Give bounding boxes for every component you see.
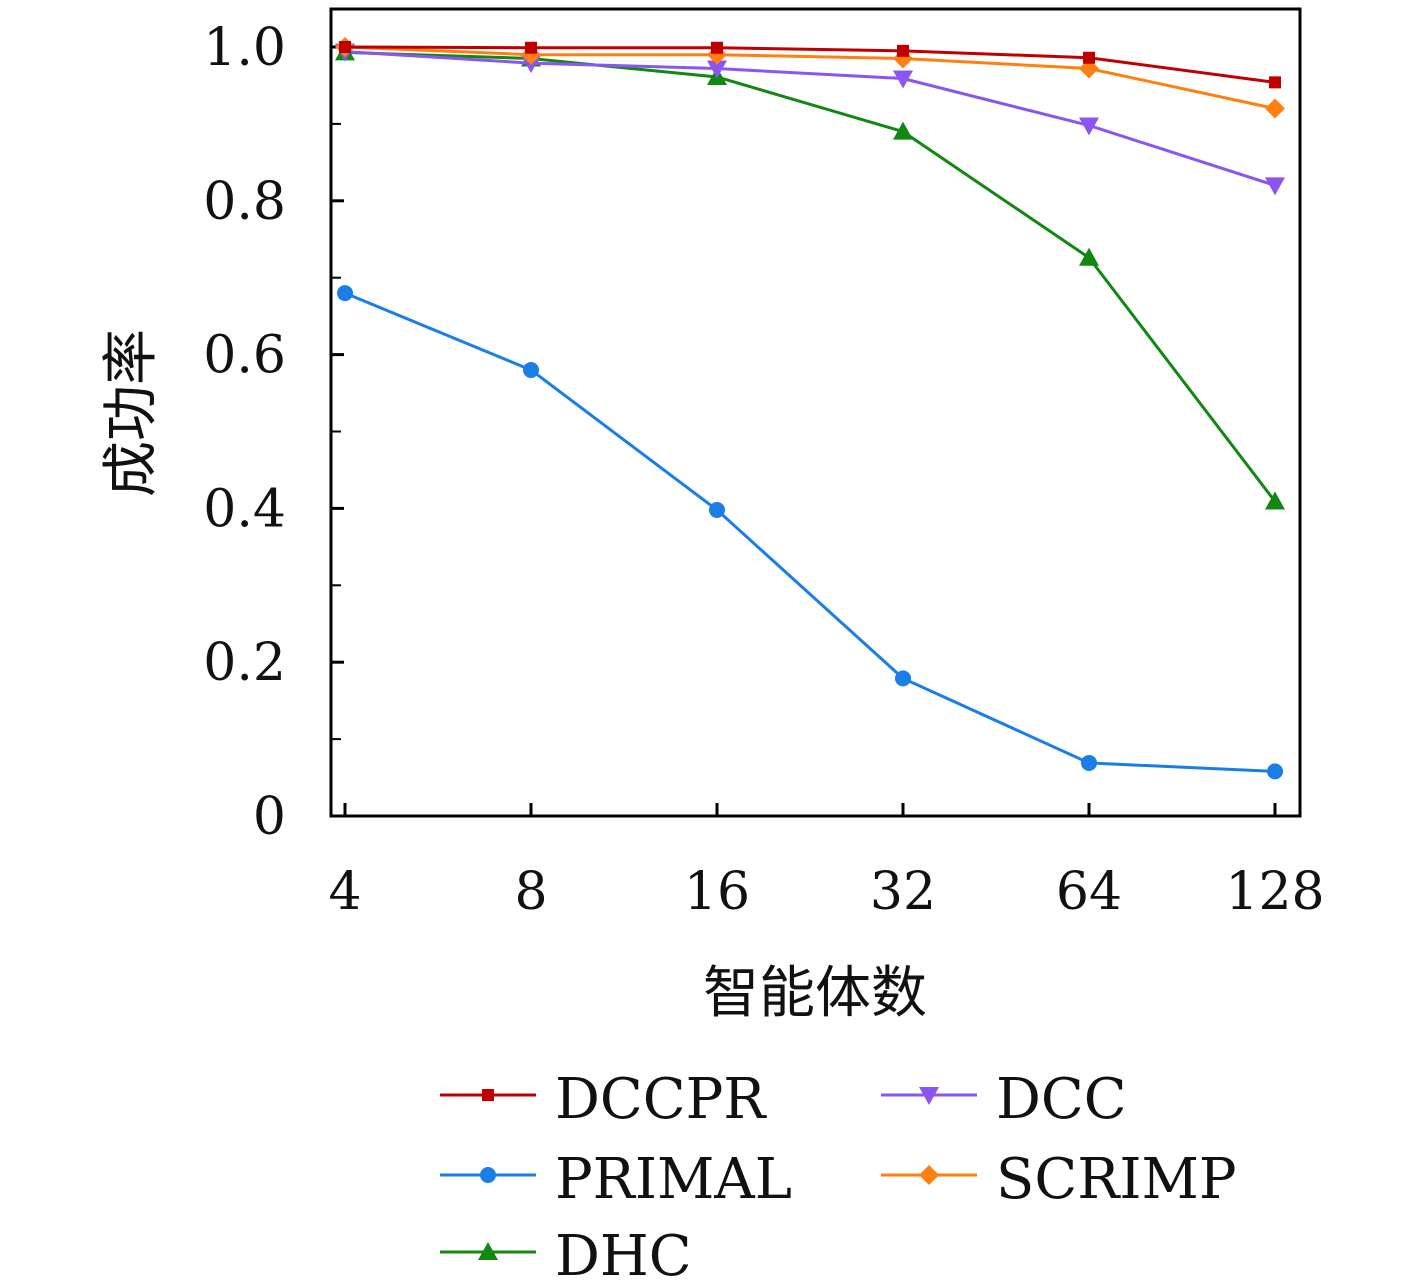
legend-label-dcc: DCC (996, 1067, 1127, 1132)
x-tick-label: 32 (870, 862, 936, 922)
series-line-dcc (344, 50, 1276, 187)
x-axis-title: 智能体数 (703, 961, 927, 1026)
x-tick-label: 16 (684, 862, 750, 922)
y-axis-title: 成功率 (99, 329, 164, 497)
data-point-primal (1081, 754, 1097, 771)
data-point-dhc (893, 121, 913, 140)
series-line-scrimp (344, 45, 1276, 110)
data-point-dccpr (1269, 76, 1281, 89)
y-tick-label: 1.0 (203, 18, 286, 78)
data-point-dcc (1079, 117, 1099, 136)
y-tick-label: 0.8 (203, 172, 286, 232)
data-point-dcc (707, 60, 727, 79)
y-tick-label: 0 (253, 787, 286, 847)
y-tick-label: 0.4 (203, 479, 286, 539)
legend-marker-dccpr (482, 1089, 494, 1101)
legend-label-scrimp: SCRIMP (996, 1147, 1237, 1212)
legend-marker-dcc (919, 1087, 939, 1105)
data-point-primal (709, 501, 725, 518)
data-point-dccpr (897, 44, 909, 57)
y-tick-label: 0.6 (203, 326, 286, 386)
y-tick-label: 0.2 (203, 633, 286, 693)
data-point-primal (1267, 763, 1283, 780)
data-point-primal (523, 361, 539, 378)
data-point-dhc (1265, 491, 1285, 510)
data-point-dcc (1265, 177, 1285, 196)
legend-label-primal: PRIMAL (555, 1147, 792, 1212)
legend-label-dhc: DHC (555, 1224, 692, 1287)
legend-marker-dhc (478, 1242, 498, 1260)
legend-marker-scrimp (919, 1165, 939, 1185)
data-point-dcc (893, 70, 913, 89)
data-point-scrimp (1265, 98, 1285, 119)
series-line-dccpr (344, 45, 1276, 84)
legend: DCCPR PRIMAL DHC DCC SCRIMP (440, 1067, 1237, 1287)
data-point-dccpr (525, 41, 537, 54)
data-point-primal (895, 670, 911, 687)
plot-frame (329, 7, 1302, 818)
data-point-dccpr (711, 41, 723, 54)
legend-label-dccpr: DCCPR (555, 1067, 767, 1132)
series-line-primal (344, 291, 1276, 773)
x-tick-label: 8 (514, 862, 547, 922)
x-tick-label: 64 (1056, 862, 1122, 922)
x-tick-label: 128 (1225, 862, 1324, 922)
data-point-dccpr (1083, 51, 1095, 64)
series-line-dhc (344, 50, 1277, 503)
data-point-primal (337, 285, 353, 302)
x-tick-label: 4 (328, 862, 361, 922)
legend-marker-primal (480, 1167, 496, 1183)
data-point-dccpr (339, 41, 351, 53)
plot-area: 0 0.2 0.4 0.6 0.8 1.0 4 8 16 32 64 128 (203, 7, 1325, 922)
data-point-dhc (1079, 247, 1099, 266)
